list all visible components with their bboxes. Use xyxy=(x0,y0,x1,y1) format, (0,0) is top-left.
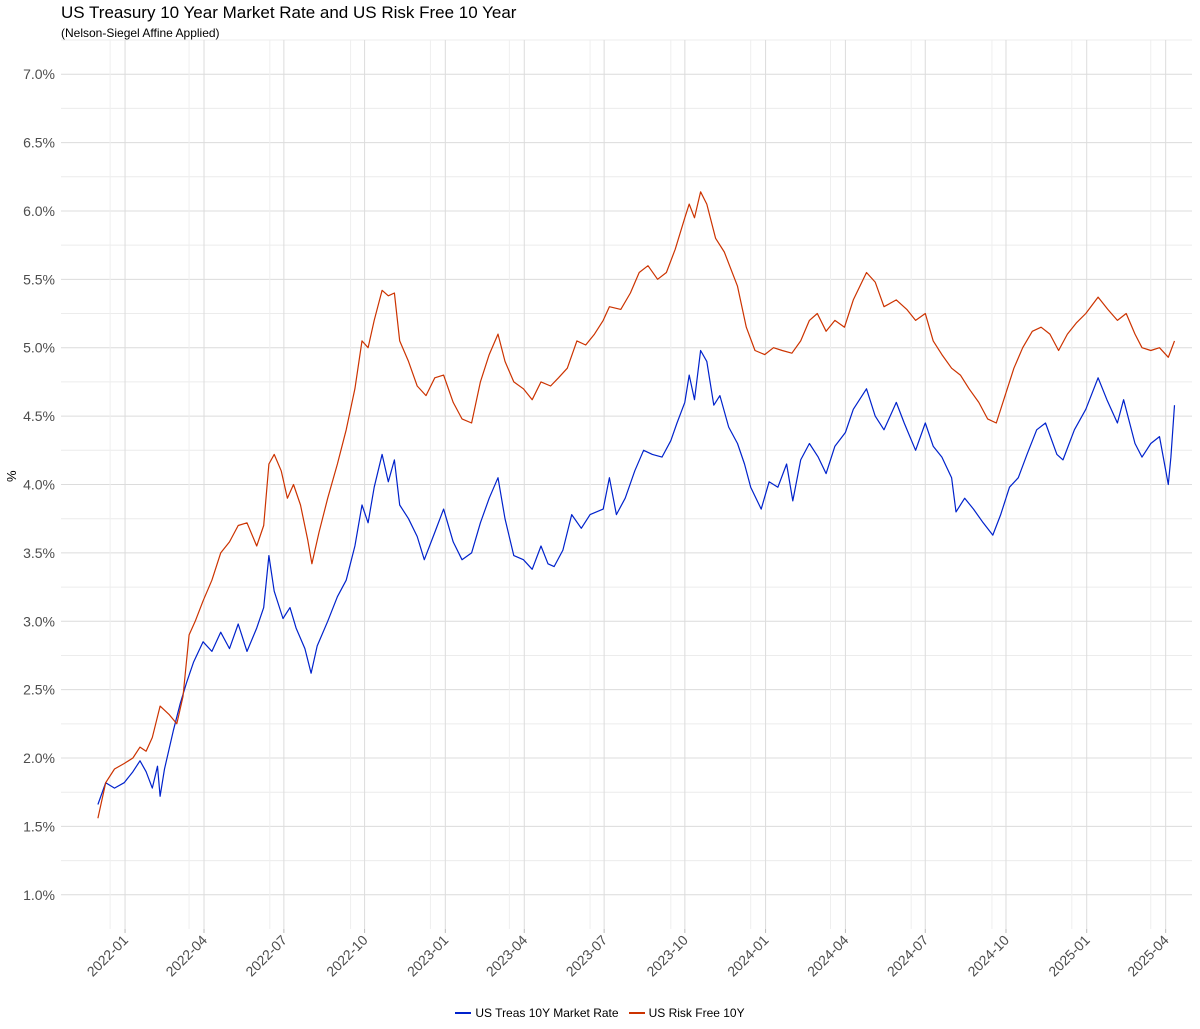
y-tick-label: 1.0% xyxy=(23,887,55,903)
y-tick-label: 5.5% xyxy=(23,271,55,287)
legend-label: US Treas 10Y Market Rate xyxy=(475,1006,619,1020)
x-tick-label: 2022-07 xyxy=(242,932,290,980)
legend-item: US Risk Free 10Y xyxy=(628,1006,745,1020)
y-tick-label: 6.5% xyxy=(23,135,55,151)
y-tick-label: 2.5% xyxy=(23,682,55,698)
y-tick-label: 2.0% xyxy=(23,750,55,766)
x-tick-label: 2022-04 xyxy=(162,932,210,980)
y-tick-label: 3.5% xyxy=(23,545,55,561)
series-line-risk-free xyxy=(97,191,1176,819)
legend-swatch xyxy=(628,1012,645,1014)
x-tick-label: 2024-04 xyxy=(804,932,852,980)
x-tick-label: 2024-07 xyxy=(884,932,932,980)
x-tick-label: 2022-10 xyxy=(323,932,371,980)
y-tick-label: 7.0% xyxy=(23,66,55,82)
y-tick-label: 5.0% xyxy=(23,340,55,356)
chart-legend: US Treas 10Y Market Rate US Risk Free 10Y xyxy=(0,1006,1200,1020)
line-chart: 1.0% 1.5% 2.0% 2.5% 3.0% 3.5% 4.0% 4.5% 5.0% 5.5%… xyxy=(23,39,1192,980)
x-tick-label: 2023-07 xyxy=(563,932,611,980)
y-tick-label: 4.5% xyxy=(23,408,55,424)
chart-subtitle: (Nelson-Siegel Affine Applied) xyxy=(61,26,220,40)
legend-swatch xyxy=(455,1012,472,1014)
x-tick-label: 2025-04 xyxy=(1124,932,1172,980)
y-tick-label: 6.0% xyxy=(23,203,55,219)
y-tick-label: 4.0% xyxy=(23,477,55,493)
x-tick-label: 2022-01 xyxy=(84,932,132,980)
x-tick-label: 2023-10 xyxy=(643,932,691,980)
x-tick-label: 2025-01 xyxy=(1045,932,1093,980)
legend-item: US Treas 10Y Market Rate xyxy=(455,1006,619,1020)
x-tick-label: 2023-01 xyxy=(404,932,452,980)
series-line-treasury-market-rate xyxy=(97,349,1176,805)
x-tick-label: 2024-01 xyxy=(724,932,772,980)
chart-title: US Treasury 10 Year Market Rate and US R… xyxy=(61,3,517,22)
y-tick-label: 3.0% xyxy=(23,613,55,629)
x-tick-label: 2023-04 xyxy=(483,932,531,980)
y-tick-label: 1.5% xyxy=(23,818,55,834)
x-tick-label: 2024-10 xyxy=(964,932,1012,980)
legend-label: US Risk Free 10Y xyxy=(648,1006,745,1020)
